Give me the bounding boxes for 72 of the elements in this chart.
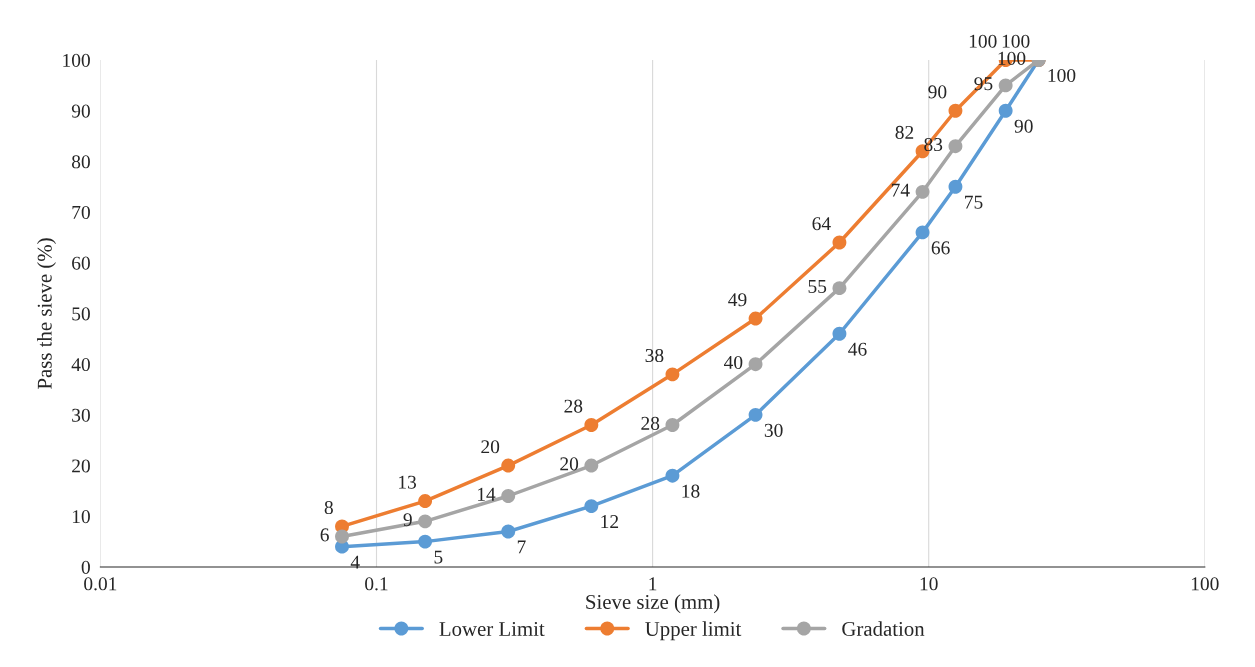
data-label: 14 xyxy=(478,487,496,501)
data-label: 66 xyxy=(931,241,950,255)
y-tick-label: 50 xyxy=(72,307,90,321)
point xyxy=(418,534,433,549)
point xyxy=(832,235,847,250)
data-label: 8 xyxy=(324,500,333,515)
x-tick-label: 1 xyxy=(649,577,657,591)
y-tick-label: 100 xyxy=(63,53,90,67)
point xyxy=(832,326,847,341)
data-label: 46 xyxy=(848,342,867,356)
y-tick-label: 40 xyxy=(71,358,90,372)
legend-label: Lower Limit xyxy=(439,621,545,636)
point xyxy=(748,407,763,422)
data-label: 100 xyxy=(969,34,997,48)
data-label: 12 xyxy=(601,515,619,528)
data-label: 28 xyxy=(564,399,583,413)
y-tick-label: 20 xyxy=(72,459,90,473)
y-tick-label: 90 xyxy=(71,104,90,118)
point xyxy=(501,458,516,473)
legend-label: Gradation xyxy=(842,621,925,636)
data-label: 38 xyxy=(645,348,664,363)
point xyxy=(584,458,599,473)
data-label: 30 xyxy=(764,423,783,437)
x-tick-label: 0.1 xyxy=(365,577,388,591)
y-tick-label: 60 xyxy=(72,256,90,270)
data-label: 49 xyxy=(728,293,747,307)
x-tick-label: 10 xyxy=(920,577,938,591)
y-tick-label: 80 xyxy=(71,155,90,169)
point xyxy=(501,489,516,503)
data-label: 28 xyxy=(641,416,660,430)
data-label: 6 xyxy=(320,528,329,542)
data-label: 55 xyxy=(808,280,827,294)
point xyxy=(748,311,763,326)
y-tick-label: 0 xyxy=(81,560,90,574)
point xyxy=(584,418,599,432)
y-tick-label: 10 xyxy=(72,510,90,524)
data-label: 9 xyxy=(403,513,412,527)
point xyxy=(748,357,763,372)
data-label: 40 xyxy=(724,355,743,370)
y-axis-title: Pass the sieve (%) xyxy=(37,238,56,389)
data-label: 64 xyxy=(812,217,831,231)
data-label: 13 xyxy=(399,475,417,489)
point xyxy=(665,418,680,432)
data-label: 74 xyxy=(891,183,910,197)
data-label: 20 xyxy=(481,440,500,454)
point xyxy=(418,494,433,508)
x-tick-label: 0.01 xyxy=(84,577,117,591)
point xyxy=(418,514,433,529)
x-axis-title: Sieve size (mm) xyxy=(586,594,720,614)
data-label: 100 xyxy=(1048,68,1076,83)
point xyxy=(584,499,599,514)
legend-label: Upper limit xyxy=(645,621,742,641)
point xyxy=(501,524,516,539)
x-tick-label: 100 xyxy=(1191,577,1219,591)
data-label: 5 xyxy=(434,550,443,564)
y-tick-label: 70 xyxy=(72,205,90,220)
point xyxy=(335,529,349,544)
data-label: 18 xyxy=(682,484,700,498)
point xyxy=(832,281,847,296)
data-label: 100 xyxy=(1002,34,1030,48)
data-label: 82 xyxy=(895,125,914,139)
data-label: 90 xyxy=(1014,119,1033,133)
point xyxy=(915,225,930,240)
data-label: 90 xyxy=(928,85,947,99)
point xyxy=(665,468,680,483)
point xyxy=(915,184,930,199)
data-label: 20 xyxy=(560,457,579,471)
point xyxy=(665,367,680,382)
data-label: 4 xyxy=(350,555,360,569)
data-label: 7 xyxy=(517,540,526,554)
y-tick-label: 30 xyxy=(72,408,90,422)
data-label: 75 xyxy=(965,195,983,209)
